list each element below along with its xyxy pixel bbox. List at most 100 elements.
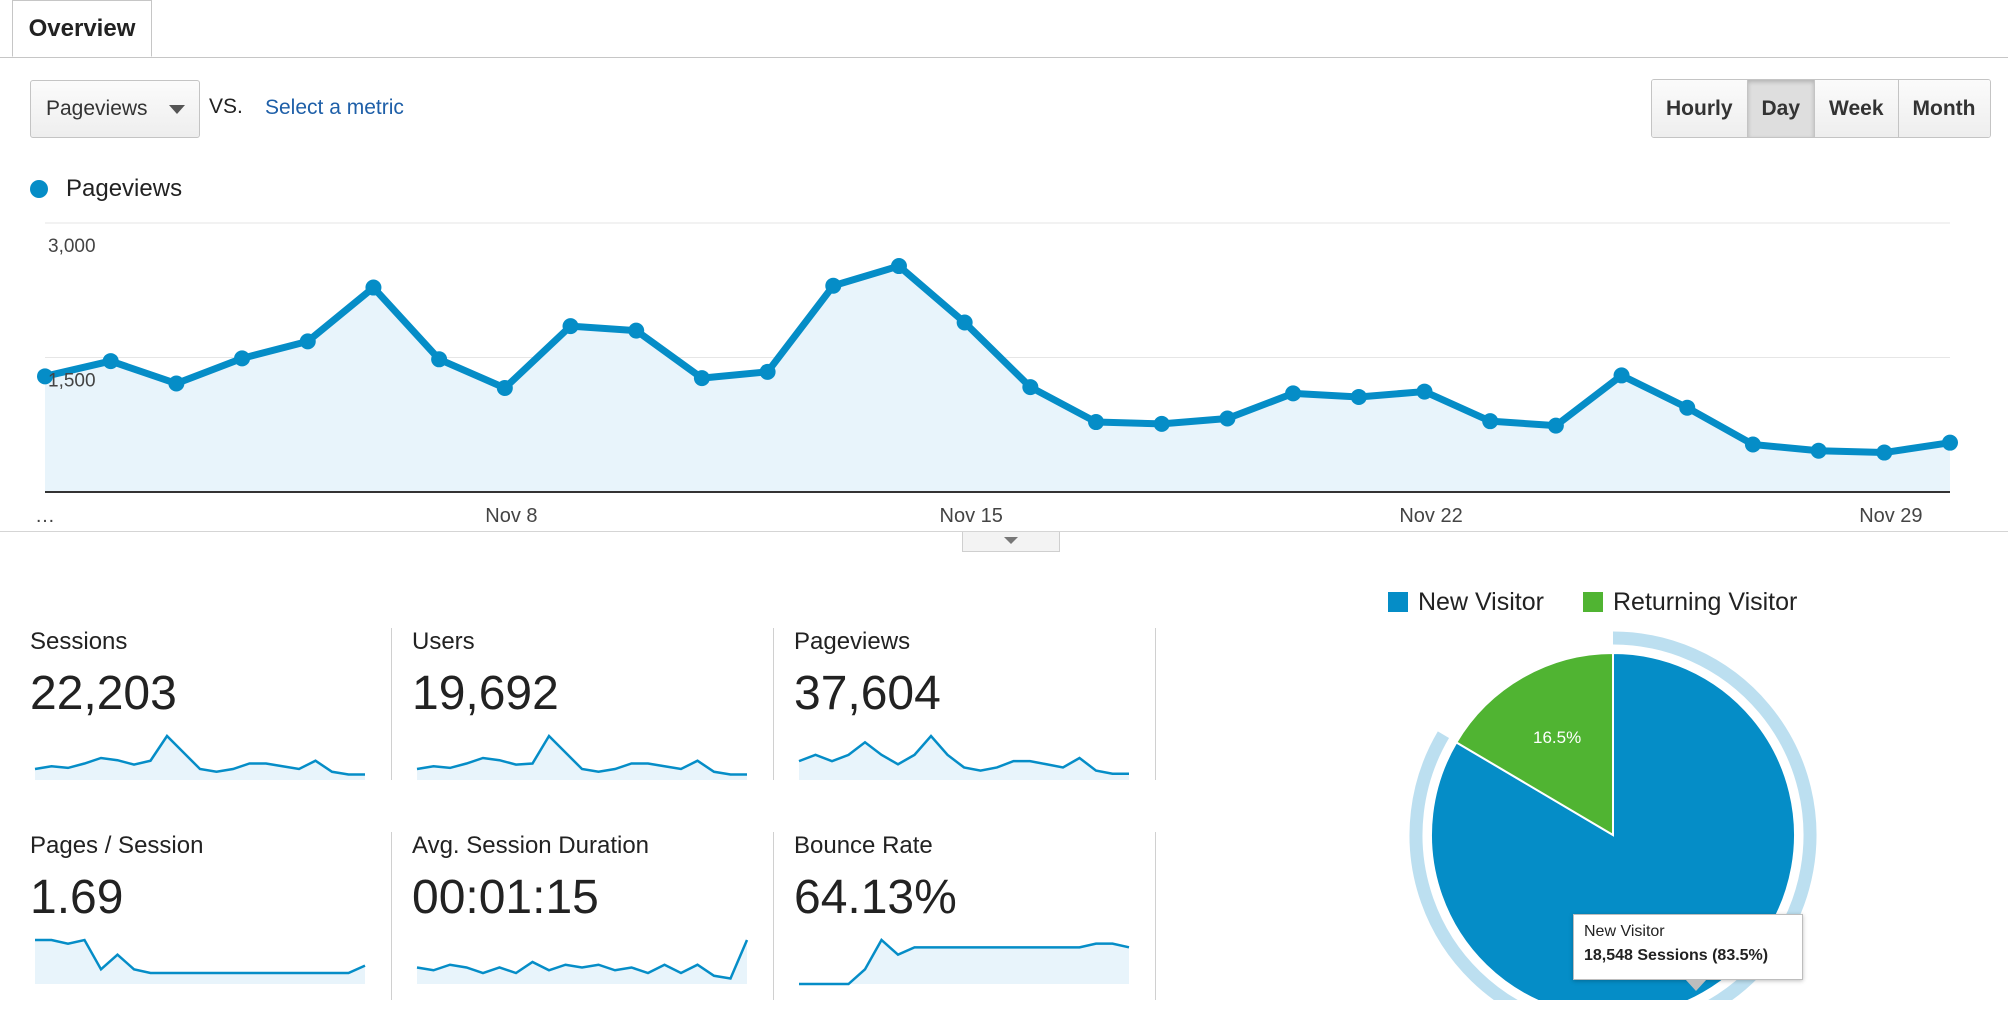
sparkline-line [34, 734, 365, 776]
sparkline [34, 734, 365, 780]
sparkline-area [35, 736, 365, 780]
x-tick-label: Nov 15 [940, 505, 1003, 527]
tile-value: 00:01:15 [412, 871, 599, 924]
chevron-down-icon [1004, 537, 1018, 544]
data-point[interactable] [562, 318, 579, 335]
data-point[interactable] [1613, 367, 1630, 384]
area-fill [45, 266, 1950, 492]
tile-value: 22,203 [30, 667, 177, 720]
legend-label: Pageviews [66, 175, 183, 202]
tile-label: Pages / Session [30, 832, 204, 859]
visitor-type-pie-chart: 16.5% [1409, 631, 1817, 1000]
data-point[interactable] [693, 370, 710, 387]
sparkline [416, 733, 747, 780]
data-point[interactable] [37, 368, 53, 385]
sparkline-area [799, 736, 1129, 780]
tile-divider [773, 628, 774, 780]
chart-divider [0, 531, 2008, 532]
sparkline-line [798, 734, 1129, 775]
sparkline-line [799, 938, 1130, 986]
tile-pages-per-session[interactable]: Pages / Session 1.69 [30, 832, 370, 1012]
data-point[interactable] [890, 258, 907, 275]
tab-overview[interactable]: Overview [12, 0, 152, 57]
metric-select[interactable]: Pageviews [30, 80, 200, 138]
data-point[interactable] [1679, 399, 1696, 416]
granularity-buttons: Hourly Day Week Month [1651, 79, 1991, 138]
tooltip-pointer [1685, 979, 1707, 991]
sparkline [798, 734, 1129, 780]
data-point[interactable] [168, 375, 185, 392]
tile-divider [1155, 832, 1156, 1000]
data-point[interactable] [102, 353, 119, 370]
month-button[interactable]: Month [1897, 80, 1990, 137]
data-point[interactable] [1088, 414, 1105, 431]
x-tick-label: Nov 8 [485, 505, 537, 527]
data-point[interactable] [1416, 383, 1433, 400]
tooltip-title: New Visitor [1584, 923, 1665, 940]
data-point[interactable] [825, 277, 842, 294]
sparkline-area [799, 940, 1129, 984]
tile-value: 19,692 [412, 667, 559, 720]
pie-slice-new-visitor[interactable] [1430, 651, 1796, 1000]
data-point[interactable] [1810, 442, 1827, 459]
data-point[interactable] [628, 322, 645, 339]
data-point[interactable] [1744, 436, 1761, 453]
x-tick-label: Nov 29 [1859, 505, 1922, 527]
y-tick-label: 1,500 [48, 371, 96, 392]
data-point[interactable] [1876, 444, 1893, 461]
tab-bar: Overview [0, 0, 2008, 58]
data-point[interactable] [365, 279, 382, 296]
tile-label: Users [412, 628, 475, 655]
sparkline [416, 939, 749, 984]
tile-pageviews[interactable]: Pageviews 37,604 [794, 628, 1134, 808]
x-tick-label: … [35, 505, 55, 527]
tile-value: 37,604 [794, 667, 941, 720]
series-line [44, 262, 1951, 457]
legend-dot-icon [30, 180, 48, 198]
hourly-button[interactable]: Hourly [1652, 80, 1747, 137]
data-point[interactable] [1547, 417, 1564, 434]
collapse-chart-button[interactable] [962, 532, 1060, 552]
data-point[interactable] [431, 351, 448, 368]
data-point[interactable] [299, 333, 316, 350]
tile-divider [391, 832, 392, 1000]
data-point[interactable] [496, 379, 513, 396]
tile-value: 1.69 [30, 871, 124, 924]
tile-label: Pageviews [794, 628, 911, 655]
tile-divider [773, 832, 774, 1000]
tile-label: Bounce Rate [794, 832, 933, 859]
data-point[interactable] [1350, 388, 1367, 405]
data-point[interactable] [1219, 410, 1236, 427]
tooltip-value: 18,548 Sessions (83.5%) [1584, 947, 1769, 964]
tile-divider [1155, 628, 1156, 780]
data-point[interactable] [1942, 434, 1958, 451]
select-metric-link[interactable]: Select a metric [265, 96, 404, 119]
caret-down-icon [169, 105, 185, 114]
data-point[interactable] [1482, 413, 1499, 430]
tile-sessions[interactable]: Sessions 22,203 [30, 628, 370, 808]
sparkline-area [35, 940, 365, 984]
sparkline-line [416, 733, 747, 776]
x-tick-label: Nov 22 [1399, 505, 1462, 527]
tile-avg-session-duration[interactable]: Avg. Session Duration 00:01:15 [412, 832, 752, 1012]
metric-select-value: Pageviews [46, 97, 148, 120]
pie-highlight-ring [1409, 631, 1817, 1000]
data-point[interactable] [1285, 385, 1302, 402]
legend-label: Returning Visitor [1613, 588, 1798, 616]
day-button[interactable]: Day [1746, 80, 1815, 137]
tile-value: 64.13% [794, 871, 957, 924]
data-point[interactable] [1022, 379, 1039, 396]
data-point[interactable] [956, 314, 973, 331]
pie-slice-returning-visitor[interactable] [1454, 651, 1614, 837]
legend-swatch [1388, 592, 1408, 612]
legend-swatch [1583, 592, 1603, 612]
pie-slice-label: 16.5% [1533, 728, 1581, 747]
data-point[interactable] [234, 350, 251, 367]
week-button[interactable]: Week [1814, 80, 1898, 137]
tile-users[interactable]: Users 19,692 [412, 628, 752, 808]
tile-bounce-rate[interactable]: Bounce Rate 64.13% [794, 832, 1134, 1012]
data-point[interactable] [1153, 415, 1170, 432]
tile-divider [391, 628, 392, 780]
data-point[interactable] [759, 363, 776, 380]
pageviews-chart: 1,500 3,000 … Nov 8 Nov 15 Nov 22 Nov 29 [35, 222, 1958, 527]
